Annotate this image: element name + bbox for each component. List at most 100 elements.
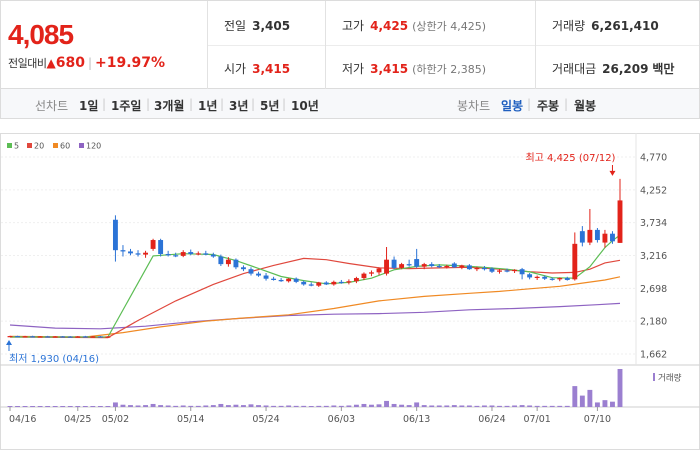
x-axis: 04/16 04/25 05/02 05/14 05/24 06/03 06/13 06/24… [9, 407, 611, 425]
volume-bar [497, 405, 502, 407]
volume-bar [135, 405, 141, 407]
x-tick-label: 06/13 [403, 414, 430, 425]
price-change: 전일대비▲680 | +19.97% [8, 55, 165, 71]
trade-amount: 거래대금 26,209 백만 [552, 60, 674, 77]
x-tick-label: 04/25 [64, 414, 91, 425]
x-tick-label: 06/03 [328, 414, 355, 425]
x-tick-label: 05/02 [102, 414, 129, 425]
period-10y[interactable]: 10년 [291, 99, 319, 113]
volume-bar [610, 401, 615, 407]
volume-bar [459, 405, 465, 407]
low-price: 저가 3,415 (하한가 2,385) [342, 60, 486, 77]
candle-body [233, 259, 239, 268]
chart-svg: 5 20 60 120 4,770 4,252 3,734 3,216 2,698 2,180 1… [0, 133, 700, 450]
volume-bar [60, 406, 66, 407]
volume-bar [45, 406, 51, 407]
candle-body [180, 252, 186, 256]
candle-body [97, 336, 103, 338]
candle-body [587, 229, 593, 243]
candle-body [45, 336, 51, 338]
candle-body [331, 281, 337, 285]
candle-weekly[interactable]: 주봉 [537, 99, 560, 113]
volume-bar [512, 405, 518, 407]
up-arrow-icon: ▲ [46, 56, 56, 70]
candle-body [323, 282, 329, 285]
candle-body [338, 281, 344, 284]
volume-bar [173, 405, 179, 407]
volume-bar [37, 406, 43, 407]
candle-body [406, 264, 412, 266]
legend-swatch-20 [27, 143, 32, 148]
volume-bar [218, 403, 224, 407]
volume-bar [331, 405, 337, 407]
low-label: 저가 [342, 62, 365, 76]
amount-label: 거래대금 [552, 62, 597, 76]
volume-bar [105, 406, 111, 407]
low-arrow-icon [6, 340, 12, 346]
change-percent: +19.97% [95, 55, 166, 71]
volume-bar [90, 406, 96, 407]
candle-body [158, 240, 164, 254]
chart-frame [0, 133, 700, 450]
candle-body [602, 233, 608, 243]
volume-bar [241, 405, 246, 407]
candle-body [248, 269, 254, 274]
period-5y[interactable]: 5년 [260, 99, 280, 113]
candle-body [519, 269, 525, 275]
candle-daily[interactable]: 일봉 [501, 99, 524, 113]
volume-bar [444, 405, 450, 407]
candle-body [474, 267, 480, 270]
volume-bar [112, 402, 118, 407]
period-3y[interactable]: 3년 [229, 99, 249, 113]
volume-bar [256, 405, 261, 407]
candles [7, 178, 623, 338]
candle-body [37, 336, 43, 338]
high-price: 고가 4,425 (상한가 4,425) [342, 17, 486, 34]
candle-body [466, 265, 472, 270]
period-1y[interactable]: 1년 [198, 99, 218, 113]
candle-body [594, 229, 600, 241]
candle-body [549, 278, 555, 280]
volume-bar [346, 405, 352, 407]
candle-body [617, 200, 623, 243]
period-1w[interactable]: 1주일 [111, 99, 142, 113]
period-3m[interactable]: 3개월 [154, 99, 185, 113]
x-tick-label: 05/14 [177, 414, 204, 425]
volume-label: 거래량 [552, 19, 586, 33]
candle-body [241, 267, 246, 270]
period-1d[interactable]: 1일 [79, 99, 99, 113]
high-arrow-icon [609, 170, 616, 176]
candle-body [128, 251, 133, 254]
volume-bar [263, 405, 269, 407]
volume-bar [293, 405, 299, 407]
volume-bar [406, 405, 412, 407]
volume-bar [399, 404, 405, 407]
candle-body [52, 336, 58, 338]
candle-chart-label: 봉차트 [457, 99, 491, 113]
volume-bar [165, 405, 171, 407]
volume-bar [225, 405, 231, 407]
volume-legend-swatch [653, 373, 655, 381]
candle-body [15, 336, 20, 338]
volume-label: 거래량 [658, 373, 682, 384]
candle-body [557, 278, 563, 280]
stat-column-2: 고가 4,425 (상한가 4,425) 저가 3,415 (하한가 2,385) [326, 1, 536, 90]
volume-bar [549, 405, 555, 407]
separator: | [282, 97, 287, 111]
candle-body [564, 278, 570, 280]
separator: | [527, 97, 532, 111]
volume-bar [97, 406, 103, 407]
volume-bar [7, 406, 13, 407]
candle-body [316, 282, 322, 286]
candle-body [301, 281, 307, 285]
low-annotation: 최저 1,930 (04/16) [9, 353, 99, 365]
candle-monthly[interactable]: 월봉 [574, 99, 597, 113]
divider: | [87, 56, 92, 70]
legend-label-20: 20 [34, 142, 44, 151]
stat-column-1: 전일 3,405 시가 3,415 [208, 1, 326, 90]
change-label: 전일대비 [8, 57, 47, 70]
candle-body [286, 278, 292, 282]
row-divider [208, 45, 699, 46]
legend-label-5: 5 [14, 142, 19, 151]
volume-bar [421, 405, 427, 407]
